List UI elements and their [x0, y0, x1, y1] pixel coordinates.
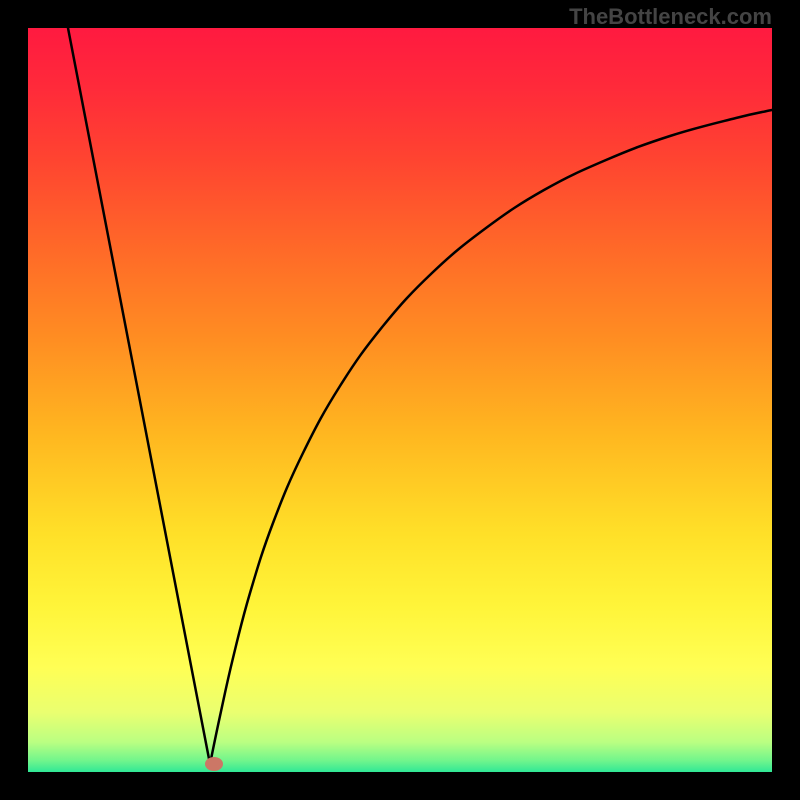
- bottleneck-curve: [28, 28, 772, 772]
- optimal-point-marker: [205, 757, 223, 771]
- plot-area: [28, 28, 772, 772]
- watermark-text: TheBottleneck.com: [569, 4, 772, 30]
- chart-container: TheBottleneck.com: [0, 0, 800, 800]
